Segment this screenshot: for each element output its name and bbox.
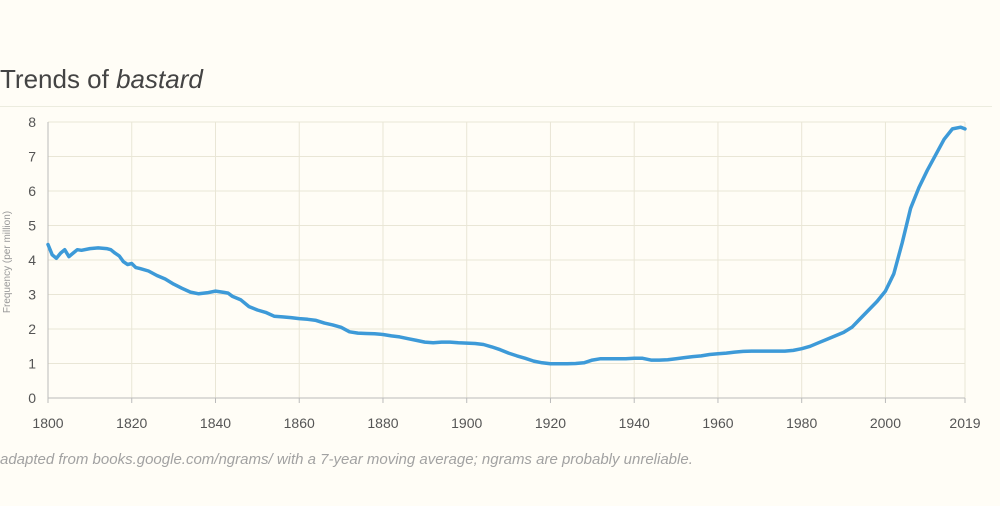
title-divider — [0, 106, 992, 107]
y-tick-label: 0 — [28, 390, 36, 406]
chart-series — [46, 125, 967, 366]
x-tick-label: 2019 — [949, 415, 980, 431]
x-tick-label: 1900 — [451, 415, 482, 431]
y-tick-label: 6 — [28, 183, 36, 199]
x-tick-label: 1860 — [284, 415, 315, 431]
x-tick-label: 1980 — [786, 415, 817, 431]
chart-grid — [47, 121, 966, 399]
chart-title: Trends of bastard — [0, 64, 203, 95]
chart-title-prefix: Trends of — [0, 64, 117, 94]
x-tick-label: 1940 — [619, 415, 650, 431]
y-tick-label: 1 — [28, 356, 36, 372]
y-tick-label: 8 — [28, 114, 36, 130]
x-axis-ticks: 1800 1820 1840 1860 1880 1900 1920 1940 1960 1980… — [32, 398, 981, 431]
x-tick-label: 1800 — [32, 415, 63, 431]
y-tick-label: 7 — [28, 149, 36, 165]
y-tick-label: 4 — [28, 252, 36, 268]
x-tick-label: 1820 — [116, 415, 147, 431]
y-axis-ticks: 0 1 2 3 4 5 6 7 8 — [28, 114, 36, 406]
source-caption: adapted from books.google.com/ngrams/ wi… — [0, 451, 693, 468]
x-tick-label: 1960 — [702, 415, 733, 431]
y-axis-label: Frequency (per million) — [2, 211, 13, 313]
chart-title-word: bastard — [116, 64, 203, 94]
x-tick-label: 1840 — [200, 415, 231, 431]
x-tick-label: 2000 — [870, 415, 901, 431]
series-line — [46, 125, 967, 366]
x-tick-label: 1920 — [535, 415, 566, 431]
y-tick-label: 5 — [28, 218, 36, 234]
chart-axes — [47, 122, 965, 399]
y-tick-label: 2 — [28, 321, 36, 337]
y-tick-label: 3 — [28, 287, 36, 303]
x-tick-label: 1880 — [367, 415, 398, 431]
